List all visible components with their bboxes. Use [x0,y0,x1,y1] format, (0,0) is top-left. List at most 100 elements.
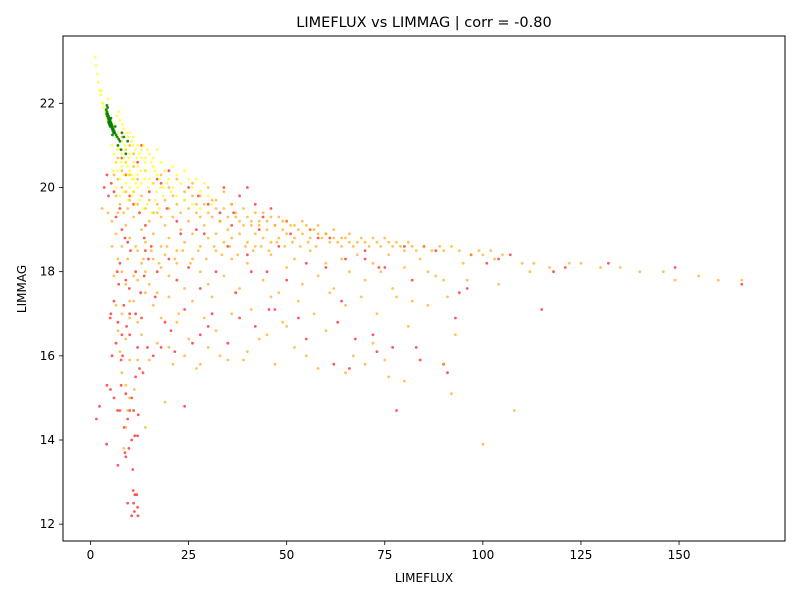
scatter-point-orange [191,257,194,261]
scatter-point-yellow [149,160,153,164]
scatter-point-orange [165,245,169,248]
scatter-point-orange [198,362,202,366]
scatter-point-yellow [146,148,149,152]
scatter-point-orange [210,198,214,202]
scatter-point-orange [230,312,234,316]
scatter-point-red [131,489,135,492]
scatter-point-yellow [142,144,145,147]
scatter-point-red [265,270,269,274]
scatter-point-red [118,409,122,412]
scatter-point-green [106,116,110,120]
scatter-point-red [297,316,300,320]
scatter-point-orange [265,219,269,223]
y-tick-label: 16 [40,349,55,363]
scatter-point-red [142,274,146,278]
scatter-point-yellow [147,186,150,189]
scatter-point-orange [481,253,485,257]
scatter-point-red [123,236,127,240]
scatter-point-red [124,392,128,396]
scatter-point-orange [422,245,426,248]
scatter-point-orange [183,287,187,290]
scatter-point-orange [299,245,302,248]
scatter-point-red [105,442,108,446]
scatter-point-orange [426,303,430,307]
scatter-point-yellow [151,156,155,160]
scatter-point-orange [132,274,136,278]
scatter-point-orange [175,202,179,206]
scatter-point-red [136,346,140,349]
scatter-point-orange [281,228,285,232]
scatter-point-red [277,245,281,248]
scatter-point-orange [222,240,226,244]
scatter-point-orange [128,299,132,303]
scatter-point-red [226,245,230,248]
scatter-point-orange [210,295,214,299]
scatter-point-red [232,211,236,215]
scatter-point-orange [110,245,114,248]
scatter-point-orange [277,215,281,219]
scatter-point-orange [226,358,230,362]
scatter-point-red [132,202,136,206]
scatter-point-orange [155,291,159,295]
scatter-point-yellow [102,106,106,109]
scatter-point-red [371,333,375,337]
scatter-point-orange [116,329,120,332]
points-layer [93,55,744,518]
scatter-point-orange [293,346,296,349]
scatter-point-orange [314,245,318,248]
scatter-point-orange [167,186,171,189]
scatter-point-orange [159,245,163,248]
scatter-point-red [98,404,101,408]
scatter-point-red [159,346,163,349]
scatter-point-orange [206,236,210,240]
y-axis-label: LIMMAG [15,265,29,313]
scatter-point-orange [359,295,363,299]
scatter-point-red [253,202,257,206]
scatter-point-orange [469,253,473,257]
scatter-point-red [136,514,140,518]
scatter-point-red [340,299,343,303]
scatter-point-orange [112,173,116,177]
scatter-point-yellow [115,148,119,152]
scatter-point-orange [285,325,289,328]
scatter-point-red [183,308,187,311]
scatter-point-orange [293,224,296,227]
scatter-point-yellow [111,169,115,173]
scatter-point-orange [261,236,265,240]
scatter-point-orange [202,224,206,227]
scatter-point-green [105,114,109,118]
scatter-point-yellow [116,131,120,135]
scatter-point-red [108,316,112,320]
scatter-point-yellow [127,156,131,160]
scatter-point-orange [253,232,257,236]
scatter-point-yellow [124,148,128,152]
scatter-point-orange [222,207,226,210]
scatter-point-red [485,261,489,265]
scatter-point-orange [183,354,187,358]
scatter-point-orange [306,240,310,244]
scatter-point-orange [171,362,175,366]
scatter-point-orange [403,379,406,383]
scatter-point-red [136,505,140,509]
scatter-point-yellow [206,194,210,198]
scatter-point-yellow [134,202,138,206]
y-tick-label: 20 [40,181,55,195]
scatter-point-red [142,236,146,240]
scatter-point-yellow [114,186,118,189]
scatter-point-red [129,249,132,253]
scatter-point-orange [195,367,198,370]
scatter-point-yellow [136,144,140,147]
scatter-point-red [348,367,351,370]
scatter-point-orange [124,383,128,387]
scatter-point-red [195,228,198,232]
scatter-point-yellow [171,165,175,168]
scatter-point-orange [434,274,438,278]
scatter-point-red [125,325,128,328]
scatter-point-red [410,278,414,282]
scatter-point-orange [332,236,336,240]
scatter-point-yellow [115,114,119,118]
scatter-point-orange [328,291,332,295]
scatter-point-red [175,278,179,282]
scatter-point-red [316,236,320,240]
scatter-point-red [395,409,398,412]
